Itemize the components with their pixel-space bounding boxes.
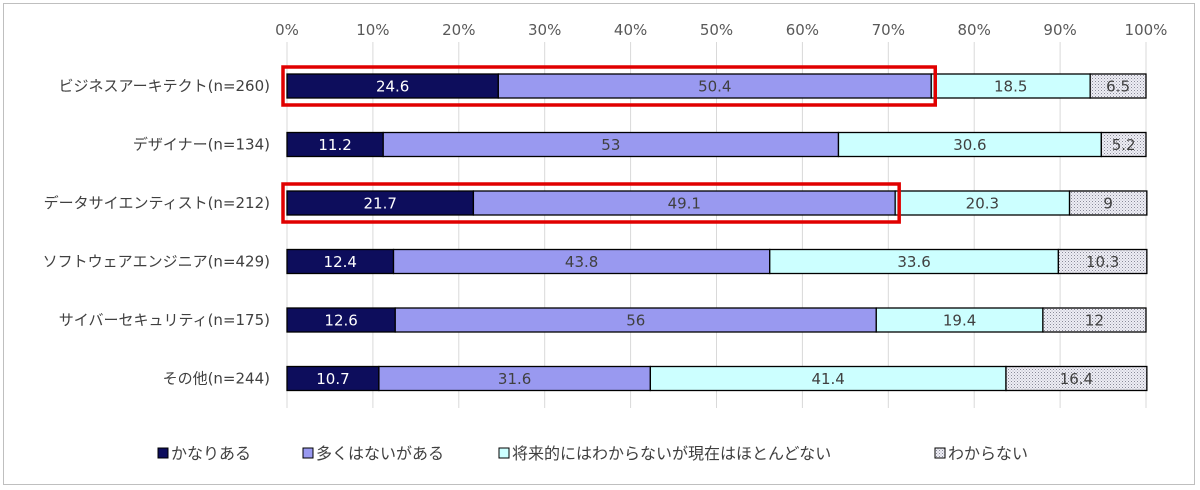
- data-label: 12.6: [324, 312, 357, 330]
- data-label: 41.4: [811, 370, 844, 388]
- bar-segment: [286, 307, 396, 333]
- data-label: 19.4: [943, 312, 976, 330]
- x-tick-label: 20%: [442, 21, 475, 39]
- bar-segment: [894, 190, 1071, 216]
- data-label: 56: [626, 312, 645, 330]
- bar-segment: [286, 365, 380, 392]
- legend-swatch: [934, 447, 946, 459]
- bar-segment: [392, 248, 771, 275]
- legend-swatch: [302, 447, 314, 459]
- bar-segment: [1100, 131, 1147, 158]
- bar-segment: [1068, 190, 1148, 216]
- bar-segment: [286, 73, 499, 99]
- category-labels: ビジネスアーキテクト(n=260) デザイナー(n=134) データサイエンティスト…: [43, 77, 270, 388]
- data-label: 18.5: [994, 78, 1027, 96]
- data-label: 11.2: [318, 136, 351, 154]
- x-tick-label: 10%: [356, 21, 389, 39]
- bar-segment: [930, 73, 1091, 99]
- data-label: 31.6: [498, 370, 531, 388]
- x-axis-ticks: 0% 10% 20% 30% 40% 50% 60% 70% 80% 90% 100%: [275, 21, 1167, 39]
- gridlines: [286, 42, 1147, 408]
- bar-segment: [382, 131, 840, 158]
- x-tick-label: 80%: [958, 21, 991, 39]
- data-label: 33.6: [897, 253, 930, 271]
- bar-segment: [1005, 365, 1148, 392]
- legend-swatch: [157, 447, 169, 459]
- highlight-boxes: [281, 65, 937, 224]
- x-tick-label: 70%: [872, 21, 905, 39]
- data-labels: 24.6 50.4 18.5 6.5 11.2 53 30.6 5.2 21.7 49.1 20.3…: [316, 78, 1135, 389]
- data-label: 6.5: [1106, 78, 1130, 96]
- bars: [286, 73, 1148, 392]
- data-label: 10.7: [316, 370, 349, 388]
- category-label: ソフトウェアエンジニア(n=429): [43, 253, 270, 271]
- legend: かなりある 多くはないがある 将来的にはわからないが現在はほとんどない わからない: [157, 444, 1028, 463]
- x-tick-label: 100%: [1125, 21, 1168, 39]
- bar-segment: [286, 131, 384, 158]
- legend-label: 将来的にはわからないが現在はほとんどない: [512, 444, 831, 463]
- data-label: 24.6: [376, 78, 409, 96]
- x-tick-label: 50%: [700, 21, 733, 39]
- data-label: 16.4: [1060, 370, 1093, 388]
- data-label: 49.1: [668, 195, 701, 213]
- data-label: 5.2: [1112, 136, 1136, 154]
- bar-segment: [1057, 248, 1148, 275]
- x-tick-label: 60%: [786, 21, 819, 39]
- category-label: サイバーセキュリティ(n=175): [59, 311, 270, 329]
- category-label: デザイナー(n=134): [133, 136, 270, 154]
- data-label: 12.4: [324, 253, 357, 271]
- data-label: 50.4: [698, 78, 731, 96]
- x-tick-label: 30%: [528, 21, 561, 39]
- x-tick-label: 90%: [1043, 21, 1076, 39]
- highlight-box: [281, 65, 937, 107]
- data-label: 9: [1103, 195, 1113, 213]
- data-label: 53: [601, 136, 620, 154]
- category-label: データサイエンティスト(n=212): [44, 194, 270, 212]
- category-label: ビジネスアーキテクト(n=260): [58, 77, 270, 95]
- legend-label: かなりある: [171, 444, 251, 463]
- data-label: 20.3: [966, 195, 999, 213]
- x-tick-label: 40%: [614, 21, 647, 39]
- data-label: 21.7: [363, 195, 396, 213]
- category-label: その他(n=244): [163, 370, 270, 388]
- bar-segment: [286, 248, 395, 275]
- bar-segment: [875, 307, 1044, 333]
- x-tick-label: 0%: [275, 21, 299, 39]
- bar-segment: [394, 307, 877, 333]
- data-label: 10.3: [1086, 253, 1119, 271]
- bar-segment: [1042, 307, 1147, 333]
- bar-segment: [378, 365, 652, 392]
- legend-label: 多くはないがある: [316, 444, 444, 463]
- bar-segment: [472, 190, 896, 216]
- data-label: 43.8: [565, 253, 598, 271]
- highlight-box: [281, 182, 901, 224]
- bar-segment: [649, 365, 1007, 392]
- bar-segment: [769, 248, 1060, 275]
- bar-segment: [1089, 73, 1147, 99]
- data-label: 30.6: [953, 136, 986, 154]
- data-label: 12: [1085, 312, 1104, 330]
- legend-label: わからない: [948, 444, 1028, 463]
- legend-swatch: [498, 447, 510, 459]
